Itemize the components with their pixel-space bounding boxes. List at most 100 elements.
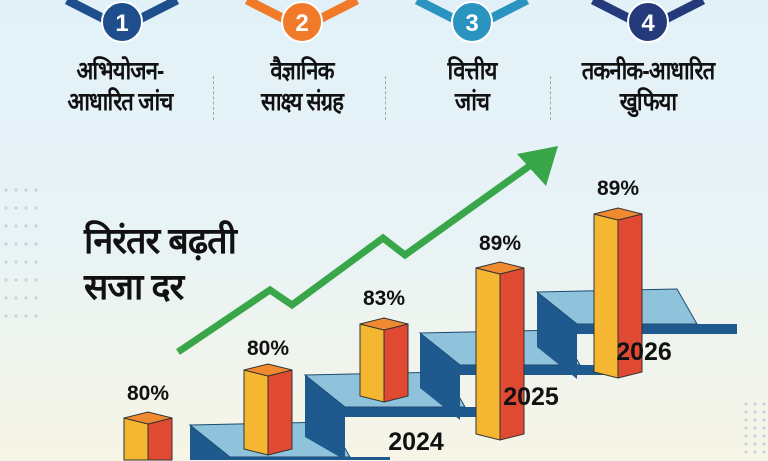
decor-dot (762, 410, 766, 414)
step-2-label: वैज्ञानिक साक्ष्य संग्रह (260, 57, 344, 116)
decor-dot (762, 434, 766, 438)
bar-5-top (593, 207, 643, 221)
step-3-label: वित्तीय जांच (447, 57, 498, 116)
decor-dot (753, 410, 757, 414)
decor-dot (24, 242, 28, 246)
stair-side (537, 292, 577, 379)
decor-dot (14, 260, 18, 264)
decor-dot (14, 314, 18, 318)
decor-dot (753, 442, 757, 446)
decor-dot (4, 242, 8, 246)
step-2-number: 2 (295, 10, 308, 37)
stair-riser (577, 324, 737, 334)
bar-1-top (123, 411, 173, 425)
value-label: 80% (246, 337, 290, 360)
decor-dot (753, 426, 757, 430)
bar-2-top (243, 363, 293, 377)
bar-3-side (383, 323, 409, 403)
decor-dot (753, 434, 757, 438)
decor-dot (24, 224, 28, 228)
bar-1-side (147, 417, 173, 461)
step-1-label: अभियोजन- आधारित जांच (67, 57, 174, 116)
value-label: 89% (478, 232, 522, 255)
value-label: 89% (596, 177, 640, 200)
decor-dot (34, 206, 38, 210)
decor-dot (4, 296, 8, 300)
decor-dot (744, 434, 748, 438)
decor-dot (744, 450, 748, 454)
step-3-number: 3 (465, 10, 478, 37)
decor-dot (762, 450, 766, 454)
decor-dot (24, 206, 28, 210)
decor-dot (14, 296, 18, 300)
trend-arrowhead-icon (517, 146, 558, 186)
decor-dot (744, 418, 748, 422)
stair-riser (345, 407, 505, 417)
decor-dot (14, 224, 18, 228)
decor-dot (4, 314, 8, 318)
stair-side (305, 375, 345, 460)
stair-riser (460, 365, 620, 375)
step-1-badge (101, 1, 143, 43)
bar-3-top (359, 317, 409, 331)
decor-dot (744, 402, 748, 406)
decor-dot (24, 188, 28, 192)
bar-4-front (475, 267, 501, 441)
decor-dot (14, 188, 18, 192)
bar-2-side (267, 369, 293, 456)
decor-dot (4, 224, 8, 228)
decor-dot (744, 410, 748, 414)
step-3-badge (451, 1, 493, 43)
decor-dot (753, 402, 757, 406)
decor-dot (762, 402, 766, 406)
bar-3-front (359, 323, 385, 403)
decor-dot (4, 188, 8, 192)
trend-arrow (176, 159, 538, 355)
decor-dot (14, 242, 18, 246)
divider (213, 76, 214, 120)
decor-dot (34, 278, 38, 282)
stair-side (190, 425, 230, 460)
stair-riser (230, 457, 390, 460)
decor-dot (4, 278, 8, 282)
decor-dot (34, 296, 38, 300)
decor-dot (744, 426, 748, 430)
year-label: 2026 (616, 338, 672, 366)
decor-dot (34, 224, 38, 228)
decor-dot (762, 442, 766, 446)
year-label: 2025 (503, 383, 559, 411)
value-label: 83% (362, 287, 406, 310)
decor-dot (34, 242, 38, 246)
decor-dot (762, 418, 766, 422)
bar-4-top (475, 261, 525, 275)
step-4-label: तकनीक-आधारित खुफिया (581, 57, 715, 116)
bar-2-front (243, 369, 269, 456)
step-2-badge (281, 1, 323, 43)
divider (385, 76, 386, 120)
decor-dot (4, 260, 8, 264)
step-4-badge (627, 1, 669, 43)
decor-dot (34, 260, 38, 264)
decor-dot (34, 188, 38, 192)
step-1-number: 1 (115, 10, 128, 37)
decor-dot (24, 314, 28, 318)
bar-4-side (499, 267, 525, 441)
decor-dot (753, 418, 757, 422)
bar-1-front (123, 417, 149, 461)
decor-dot (24, 278, 28, 282)
decor-dot (14, 206, 18, 210)
chart-title: निरंतर बढ़ती सजा दर (84, 220, 237, 307)
value-label: 80% (126, 382, 170, 405)
decor-dot (14, 278, 18, 282)
decor-dot (753, 450, 757, 454)
year-label: 2024 (388, 428, 444, 456)
stair-side (420, 333, 460, 420)
decor-dot (24, 260, 28, 264)
decor-dot (762, 426, 766, 430)
decor-dot (34, 314, 38, 318)
step-4-number: 4 (641, 10, 655, 37)
decor-dot (744, 442, 748, 446)
divider (550, 76, 551, 120)
decor-dot (4, 206, 8, 210)
